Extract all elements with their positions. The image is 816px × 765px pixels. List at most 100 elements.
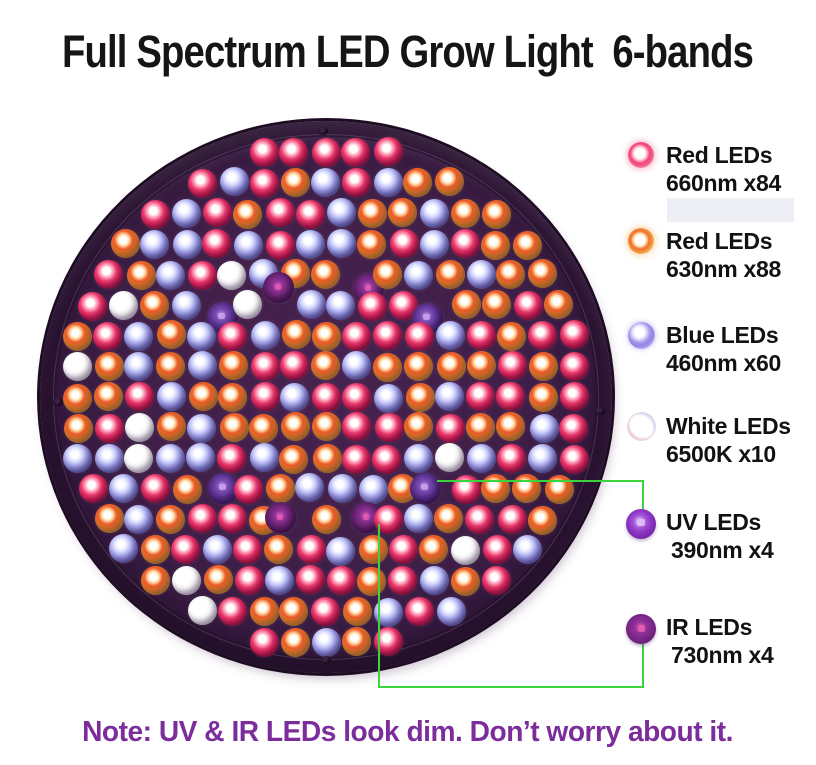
led-dot-red660 — [374, 413, 404, 443]
led-dot-white — [232, 289, 262, 319]
led-dot-red630 — [311, 504, 341, 534]
led-dot-red630 — [64, 413, 94, 443]
led-dot-red660 — [342, 382, 372, 412]
led-dot-red630 — [204, 565, 234, 595]
led-dot-blue — [403, 503, 433, 533]
page-title-row: Full Spectrum LED Grow Light 6-bands — [0, 26, 816, 78]
legend-detail: 730nm x4 — [671, 642, 774, 668]
led-dot-red660 — [389, 228, 419, 258]
led-dot-red660 — [279, 351, 309, 381]
led-dot-red660 — [94, 413, 124, 443]
led-dot-red660 — [451, 228, 481, 258]
legend-detail: 390nm x4 — [671, 537, 774, 563]
led-dot-red660 — [497, 351, 527, 381]
led-dot-red660 — [404, 322, 434, 352]
legend-item-red-630: Red LEDs 630nm x88 — [624, 227, 781, 283]
led-dot-blue — [139, 230, 169, 260]
led-dot-blue — [326, 228, 356, 258]
legend-item-white: White LEDs 6500K x10 — [624, 412, 791, 468]
led-dot-red630 — [528, 352, 558, 382]
led-dot-red630 — [311, 351, 341, 381]
led-dot-red630 — [512, 230, 542, 260]
led-dot-red630 — [465, 412, 495, 442]
led-dot-red630 — [280, 168, 310, 198]
led-dot-red630 — [481, 199, 511, 229]
led-dot-red660 — [312, 382, 342, 412]
led-dot-red630 — [528, 505, 558, 535]
grow-light-panel — [40, 121, 612, 673]
screw-hole — [318, 127, 328, 135]
led-dot-red630 — [343, 596, 373, 626]
led-dot-red630 — [451, 198, 481, 228]
led-dot-red660 — [560, 351, 590, 381]
led-dot-blue — [420, 199, 450, 229]
led-dot-red630 — [387, 198, 417, 228]
led-dot-blue — [124, 322, 154, 352]
white-led-icon — [627, 413, 655, 440]
led-dot-red660 — [250, 137, 280, 167]
led-dot-red630 — [281, 320, 311, 350]
led-dot-red630 — [279, 444, 309, 474]
led-dot-blue — [249, 442, 279, 472]
led-dot-blue — [233, 230, 263, 260]
led-dot-red660 — [560, 320, 590, 350]
led-dot-red660 — [482, 565, 512, 595]
led-dot-red660 — [232, 534, 262, 564]
led-dot-blue — [326, 291, 356, 321]
led-dot-red630 — [342, 626, 372, 656]
led-dot-red660 — [218, 597, 248, 627]
led-dot-red630 — [311, 321, 341, 351]
led-dot-red660 — [311, 597, 340, 627]
led-dot-blue — [466, 444, 496, 474]
led-dot-red630 — [496, 259, 526, 289]
led-dot-red630 — [419, 535, 449, 565]
legend-label: UV LEDs — [666, 509, 762, 535]
led-dot-red660 — [341, 138, 371, 168]
led-dot-red630 — [312, 444, 342, 473]
led-dot-blue — [512, 534, 542, 564]
led-dot-red660 — [465, 504, 495, 534]
led-dot-red660 — [187, 168, 217, 198]
led-dot-red630 — [451, 290, 481, 320]
led-dot-red630 — [481, 290, 511, 320]
ir-connector-line — [642, 644, 644, 688]
legend-label: White LEDs — [666, 413, 791, 439]
led-dot-ir — [264, 501, 296, 533]
led-dot-red630 — [544, 289, 574, 319]
led-dot-white — [172, 565, 202, 595]
led-dot-red630 — [141, 566, 171, 596]
led-dot-red660 — [124, 382, 154, 412]
led-dot-red630 — [94, 503, 124, 533]
led-dot-blue — [157, 381, 187, 411]
led-dot-red630 — [233, 199, 263, 229]
led-dot-blue — [187, 351, 217, 381]
led-dot-blue — [108, 534, 138, 564]
led-dot-red660 — [467, 321, 497, 351]
led-dot-red630 — [466, 351, 496, 381]
led-dot-red660 — [387, 566, 417, 596]
led-dot-red660 — [496, 381, 526, 411]
led-dot-red660 — [466, 381, 496, 411]
led-dot-red630 — [93, 382, 123, 412]
led-dot-red660 — [372, 444, 402, 474]
led-dot-blue — [327, 473, 357, 503]
legend-detail: 660nm x84 — [666, 170, 781, 196]
led-dot-red630 — [544, 474, 574, 504]
led-dot-red660 — [560, 444, 590, 474]
uv-connector-line — [437, 480, 644, 482]
led-dot-red660 — [218, 504, 248, 534]
led-dot-red660 — [171, 535, 201, 565]
led-dot-red660 — [234, 566, 264, 596]
led-dot-red660 — [202, 197, 232, 227]
led-dot-blue — [419, 229, 449, 259]
legend-item-red-660: Red LEDs 660nm x84 — [624, 141, 781, 197]
led-dot-blue — [403, 260, 433, 290]
led-dot-white — [108, 290, 138, 320]
led-dot-red630 — [436, 352, 466, 382]
led-dot-red660 — [265, 230, 295, 260]
screw-hole — [53, 398, 63, 406]
uv-connector-line — [642, 480, 644, 509]
led-dot-red660 — [77, 291, 107, 321]
led-dot-red630 — [280, 628, 310, 658]
